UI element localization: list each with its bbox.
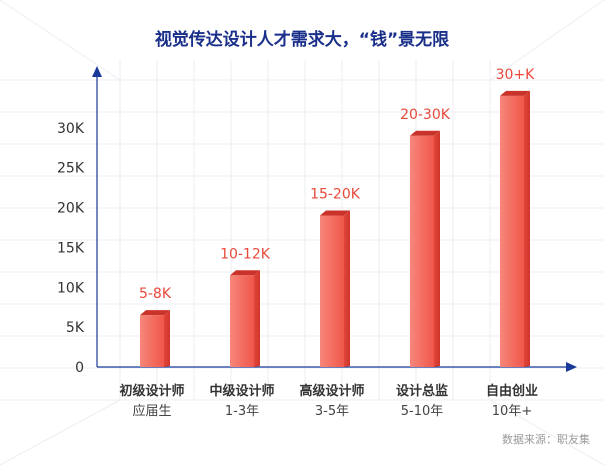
data-label: 15-20K [310, 187, 361, 203]
y-tick-label: 25K [57, 161, 85, 177]
data-label: 5-8K [139, 286, 172, 302]
x-category-label: 初级设计师 [119, 383, 184, 399]
grid-line [0, 399, 121, 465]
x-axis-arrow [566, 362, 577, 372]
bar-side [254, 270, 260, 367]
bar-top [410, 130, 440, 136]
data-label: 30+K [496, 67, 536, 83]
bar-front [410, 135, 434, 367]
bars [140, 90, 530, 367]
bar-front [140, 315, 164, 367]
bar [140, 310, 170, 367]
bar [320, 210, 350, 367]
y-tick-label: 0 [75, 360, 84, 376]
bar-front [320, 215, 344, 367]
chart-title: 视觉传达设计人才需求大，“钱”景无限 [155, 29, 449, 50]
x-category-label: 高级设计师 [299, 383, 364, 399]
bar [230, 270, 260, 367]
data-label: 10-12K [220, 246, 271, 262]
bar-front [230, 275, 254, 367]
data-label: 20-30K [400, 107, 451, 123]
bar-top [140, 310, 170, 316]
y-tick-label: 15K [57, 240, 85, 256]
bar-top [320, 210, 350, 216]
y-axis-arrow [92, 66, 102, 77]
x-category-label: 中级设计师 [209, 383, 274, 399]
x-subcategory-label: 3-5年 [315, 404, 349, 419]
bar-side [434, 130, 440, 367]
x-subcategory-label: 5-10年 [401, 404, 444, 419]
grid-line [489, 399, 604, 465]
bar-front [500, 95, 524, 367]
bar-top [500, 90, 530, 96]
bar [410, 130, 440, 367]
grid-line [0, 0, 121, 81]
y-tick-label: 20K [57, 201, 85, 217]
y-tick-label: 5K [66, 320, 85, 336]
x-subcategory-label: 1-3年 [225, 404, 259, 419]
x-subcategory-label: 10年+ [492, 404, 532, 419]
source-note: 数据来源：职友集 [502, 432, 590, 446]
y-tick-label: 30K [57, 121, 85, 137]
grid-line [489, 0, 604, 81]
bar [500, 90, 530, 367]
x-category-label: 自由创业 [486, 383, 538, 399]
y-tick-labels: 0 5K 10K 15K 20K 25K 30K [57, 121, 85, 376]
x-subcategory-label: 应届生 [132, 403, 171, 419]
x-category-label: 设计总监 [396, 383, 448, 399]
data-labels: 5-8K 10-12K 15-20K 20-30K 30+K [139, 67, 535, 302]
y-tick-label: 10K [57, 280, 85, 296]
bar-top [230, 270, 260, 276]
bar-side [164, 310, 170, 367]
bar-side [344, 210, 350, 367]
bar-side [524, 90, 530, 367]
